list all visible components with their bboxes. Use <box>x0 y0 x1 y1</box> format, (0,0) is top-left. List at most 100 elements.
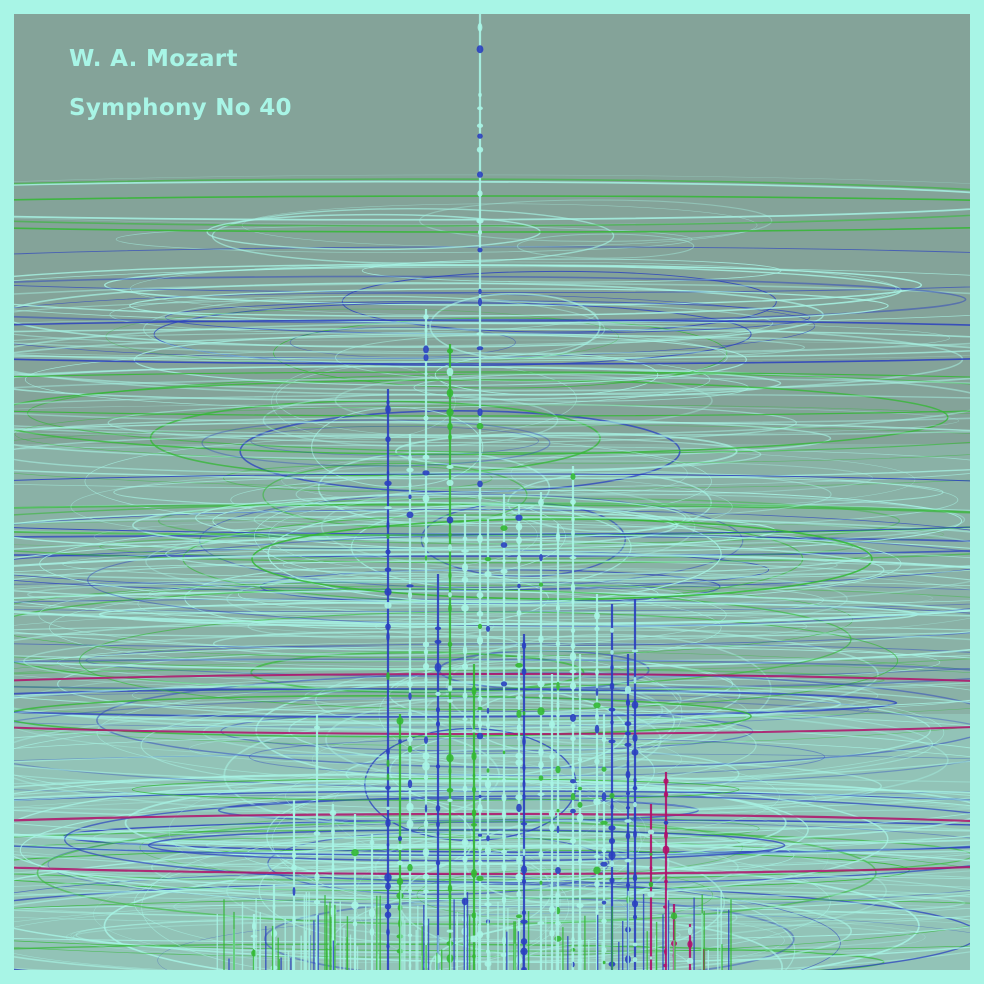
note-dot <box>556 856 560 864</box>
ring <box>14 473 970 535</box>
note-dot <box>626 760 630 768</box>
note-dot <box>502 936 506 946</box>
note-dot <box>516 709 522 718</box>
note-dot <box>447 699 453 703</box>
ring <box>14 658 970 691</box>
note-dot <box>649 852 653 856</box>
note-dot <box>472 786 476 793</box>
note-dot <box>423 314 429 320</box>
note-dot <box>423 354 429 362</box>
note-dot <box>576 903 584 908</box>
ring <box>195 494 686 542</box>
note-dot <box>577 801 583 808</box>
note-dot <box>435 804 441 812</box>
note-dot <box>608 707 616 712</box>
note-dot <box>633 801 637 808</box>
note-dot <box>625 699 631 707</box>
ring <box>14 264 902 317</box>
note-dot <box>549 929 555 937</box>
note-dot <box>446 388 454 398</box>
note-dot <box>515 759 523 766</box>
note-dot <box>548 905 556 914</box>
ring <box>93 819 970 856</box>
note-dot <box>632 733 638 743</box>
note-dot <box>538 775 544 781</box>
note-dot <box>315 744 319 753</box>
ring <box>153 302 752 367</box>
note-dot <box>522 910 526 916</box>
note-dot <box>647 891 655 898</box>
note-dot <box>570 724 576 728</box>
ring <box>434 353 659 396</box>
note-dot <box>522 711 526 716</box>
note-dot <box>571 766 575 773</box>
note-dot <box>435 721 441 727</box>
note-dot <box>448 592 452 598</box>
note-dot <box>595 907 599 916</box>
note-dot <box>578 693 582 697</box>
note-dot <box>539 892 543 900</box>
note-dot <box>270 929 278 938</box>
note-dot <box>601 736 607 743</box>
ring <box>14 584 970 672</box>
note-dot <box>610 720 614 725</box>
ring <box>14 581 970 613</box>
note-dot <box>570 792 576 801</box>
ring <box>14 393 970 437</box>
note-dot <box>446 348 454 354</box>
note-dot <box>476 332 484 336</box>
note-dot <box>624 742 632 747</box>
note-dot <box>484 902 492 907</box>
note-dot <box>556 604 560 612</box>
note-dot <box>516 890 522 898</box>
note-dot <box>500 681 508 687</box>
note-dot <box>485 625 491 632</box>
note-dot <box>477 860 483 866</box>
note-dot <box>424 372 428 376</box>
note-dot <box>407 745 413 753</box>
note-dot <box>331 863 335 872</box>
note-dot <box>608 739 616 744</box>
note-dot <box>502 513 506 518</box>
note-dot <box>477 844 483 851</box>
note-dot <box>569 556 577 560</box>
note-dot <box>448 675 452 681</box>
note-dot <box>632 785 638 791</box>
note-dot <box>478 775 482 780</box>
note-dot <box>521 642 527 650</box>
note-dot <box>408 494 412 500</box>
note-dot <box>436 706 440 713</box>
note-dot <box>408 711 412 717</box>
note-dot <box>406 802 414 812</box>
note-dot <box>436 832 440 836</box>
note-dot <box>477 229 483 236</box>
note-dot <box>624 858 632 863</box>
note-dot <box>502 778 506 783</box>
note-dot <box>522 793 526 800</box>
ring <box>14 588 852 691</box>
ring <box>418 817 760 840</box>
ring <box>168 769 647 893</box>
note-dot <box>447 422 453 431</box>
note-dot <box>462 563 468 573</box>
note-dot <box>569 669 577 674</box>
note-dot <box>423 536 429 544</box>
note-dot <box>471 751 477 761</box>
note-dot <box>548 810 556 817</box>
note-dot <box>569 682 577 690</box>
note-dot <box>384 602 392 609</box>
ring <box>212 631 518 657</box>
note-dot <box>424 328 428 333</box>
ring <box>14 371 970 417</box>
note-dot <box>601 766 607 772</box>
note-dot <box>423 649 429 655</box>
note-dot <box>593 854 601 859</box>
note-dot <box>484 557 492 562</box>
note-dot <box>593 866 601 875</box>
note-dot <box>633 777 637 783</box>
note-dot <box>408 482 412 489</box>
note-dot <box>446 788 454 793</box>
note-dot <box>447 884 453 893</box>
note-dot <box>396 717 404 725</box>
note-dot <box>502 558 506 564</box>
